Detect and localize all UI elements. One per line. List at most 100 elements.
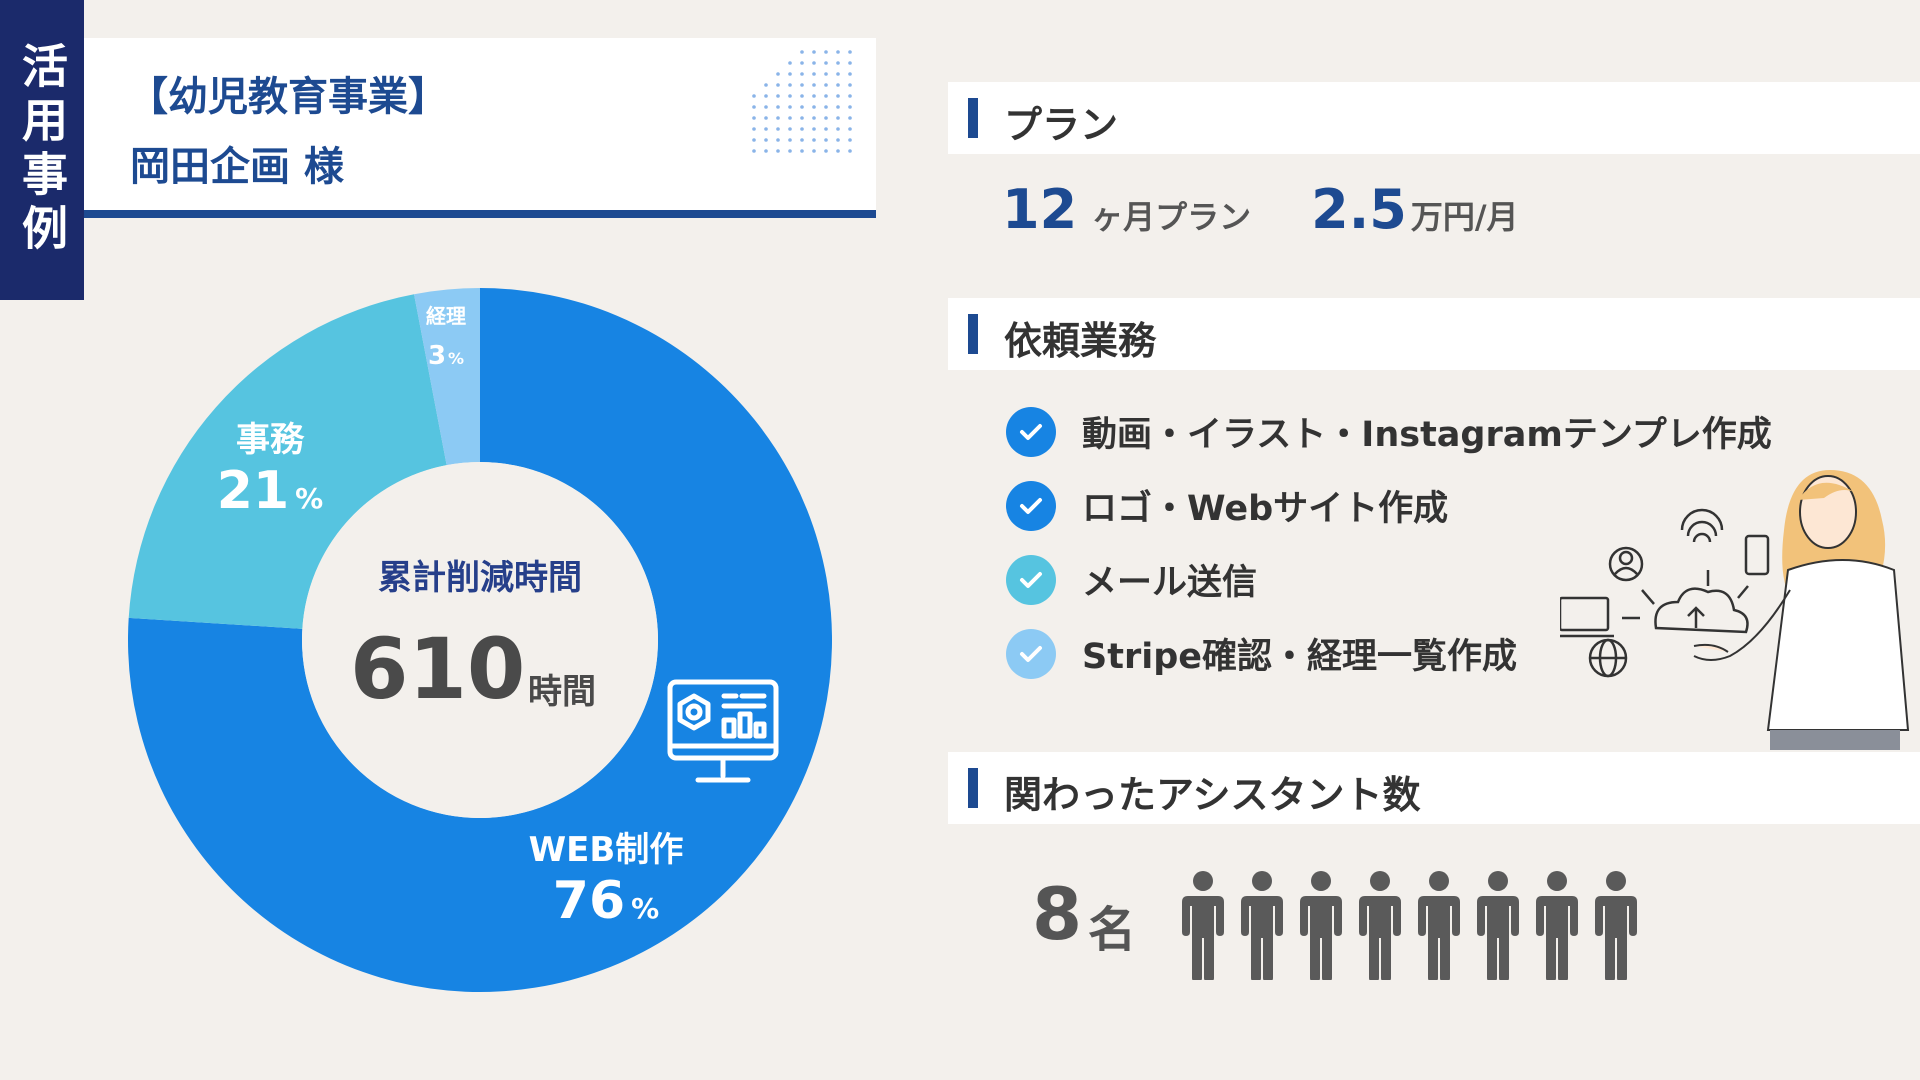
task-item: 動画・イラスト・Instagramテンプレ作成 bbox=[1006, 406, 1772, 457]
check-icon bbox=[1006, 406, 1056, 457]
donut-chart bbox=[128, 288, 832, 992]
pattern-dot bbox=[836, 50, 840, 54]
pattern-dot bbox=[848, 61, 852, 65]
pattern-dot bbox=[848, 149, 852, 153]
pattern-dot bbox=[836, 138, 840, 142]
pattern-dot bbox=[764, 83, 768, 87]
pattern-dot bbox=[764, 116, 768, 120]
pattern-dot bbox=[752, 138, 756, 142]
pattern-dot bbox=[836, 149, 840, 153]
pattern-dot bbox=[812, 116, 816, 120]
pattern-dot bbox=[800, 105, 804, 109]
assistant-illustration bbox=[1560, 470, 1910, 750]
pattern-dot bbox=[788, 94, 792, 98]
pattern-dot bbox=[788, 116, 792, 120]
pattern-dot bbox=[848, 138, 852, 142]
section-marker bbox=[968, 768, 978, 808]
plan-price-unit: 万円/月 bbox=[1410, 198, 1519, 236]
task-item: ロゴ・Webサイト作成 bbox=[1006, 480, 1448, 531]
pattern-dot bbox=[800, 138, 804, 142]
plan-months: 12 bbox=[1002, 178, 1078, 241]
pattern-dot bbox=[824, 72, 828, 76]
pattern-dot bbox=[800, 127, 804, 131]
pattern-dot bbox=[812, 149, 816, 153]
client-category: 【幼児教育事業】 bbox=[128, 74, 448, 120]
pattern-dot bbox=[848, 72, 852, 76]
pattern-dot bbox=[800, 116, 804, 120]
monitor-dashboard-icon bbox=[667, 679, 779, 783]
pattern-dot bbox=[776, 149, 780, 153]
pattern-dot bbox=[824, 116, 828, 120]
pattern-dot bbox=[788, 105, 792, 109]
center-value: 610 bbox=[350, 620, 526, 718]
pattern-dot bbox=[812, 61, 816, 65]
pattern-dot bbox=[824, 83, 828, 87]
slice-label-web: WEB制作 76% bbox=[528, 830, 684, 931]
pattern-dot bbox=[824, 138, 828, 142]
pattern-dot bbox=[752, 105, 756, 109]
pattern-dot bbox=[824, 94, 828, 98]
person-icon bbox=[1300, 871, 1342, 980]
pattern-dot bbox=[788, 61, 792, 65]
pattern-dot bbox=[812, 138, 816, 142]
pattern-dot bbox=[800, 50, 804, 54]
pattern-dot bbox=[824, 50, 828, 54]
pattern-dot bbox=[836, 127, 840, 131]
pattern-dot bbox=[836, 83, 840, 87]
client-name: 岡田企画 様 bbox=[130, 144, 344, 190]
pattern-dot bbox=[848, 94, 852, 98]
pattern-dot bbox=[812, 105, 816, 109]
pattern-dot bbox=[836, 61, 840, 65]
assistants-title: 関わったアシスタント数 bbox=[1004, 773, 1421, 817]
pattern-dot bbox=[788, 138, 792, 142]
pattern-dot bbox=[788, 149, 792, 153]
pattern-dot bbox=[800, 61, 804, 65]
plan-details: 12 ヶ月プラン 2.5 万円/月 bbox=[1002, 178, 1519, 241]
pattern-dot bbox=[776, 138, 780, 142]
task-item: メール送信 bbox=[1006, 554, 1257, 605]
case-study-tag: 活用事例 bbox=[0, 0, 84, 300]
section-marker bbox=[968, 314, 978, 354]
person-icon bbox=[1241, 871, 1283, 980]
pattern-dot bbox=[848, 127, 852, 131]
pattern-dot bbox=[752, 127, 756, 131]
pattern-dot bbox=[848, 50, 852, 54]
pattern-dot bbox=[812, 72, 816, 76]
pattern-dot bbox=[848, 116, 852, 120]
client-card: 【幼児教育事業】 岡田企画 様 bbox=[84, 38, 876, 218]
check-icon bbox=[1006, 480, 1056, 531]
pattern-dot bbox=[776, 94, 780, 98]
slice-label-office: 事務 21% bbox=[216, 420, 324, 521]
pattern-dot bbox=[764, 138, 768, 142]
pattern-dot bbox=[776, 127, 780, 131]
pattern-dot bbox=[812, 127, 816, 131]
center-unit: 時間 bbox=[528, 672, 596, 712]
person-icon bbox=[1595, 871, 1637, 980]
person-icon bbox=[1182, 871, 1224, 980]
pattern-dot bbox=[752, 116, 756, 120]
pattern-dot bbox=[800, 72, 804, 76]
task-item: Stripe確認・経理一覧作成 bbox=[1006, 628, 1517, 679]
pattern-dot bbox=[788, 72, 792, 76]
pattern-dot bbox=[836, 116, 840, 120]
assistants-header: 関わったアシスタント数 bbox=[948, 752, 1920, 824]
pattern-dot bbox=[764, 127, 768, 131]
pattern-dot bbox=[776, 83, 780, 87]
slice-office bbox=[128, 294, 447, 629]
pattern-dot bbox=[776, 116, 780, 120]
tasks-title: 依頼業務 bbox=[1004, 319, 1157, 363]
donut-hole bbox=[302, 462, 658, 818]
slice-web bbox=[128, 288, 832, 992]
person-icon bbox=[1359, 871, 1401, 980]
pattern-dot bbox=[812, 50, 816, 54]
pattern-dot bbox=[752, 149, 756, 153]
pattern-dot bbox=[800, 149, 804, 153]
pattern-dot bbox=[836, 94, 840, 98]
pattern-dot bbox=[824, 61, 828, 65]
pattern-dot bbox=[848, 83, 852, 87]
slice-accounting bbox=[414, 288, 480, 466]
pattern-dot bbox=[764, 94, 768, 98]
pattern-dot bbox=[812, 83, 816, 87]
plan-title: プラン bbox=[1004, 103, 1119, 147]
check-icon bbox=[1006, 554, 1056, 605]
